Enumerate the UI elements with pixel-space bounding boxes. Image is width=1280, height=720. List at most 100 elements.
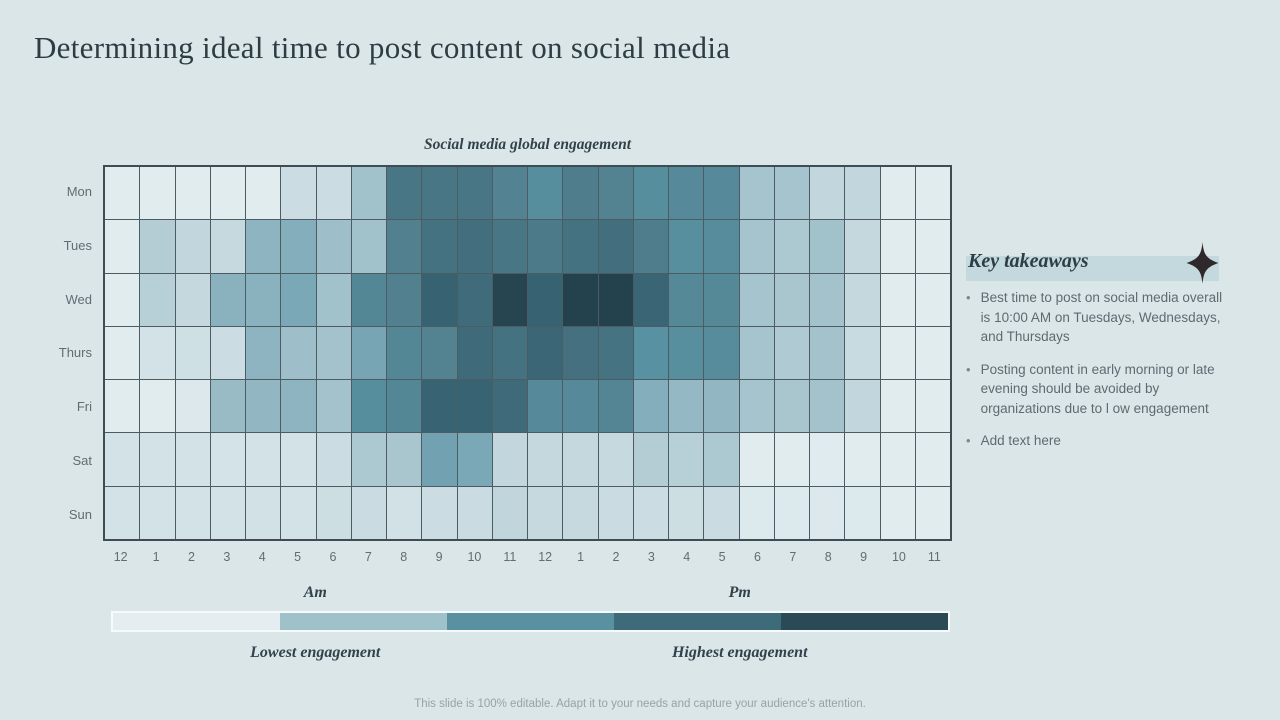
heatmap-cell: [528, 433, 563, 486]
hour-label: 6: [753, 550, 761, 564]
hour-label: 8: [400, 550, 408, 564]
heatmap-cell: [175, 326, 210, 380]
heatmap-cell: [845, 486, 880, 539]
bullet-text: Best time to post on social media overal…: [980, 290, 1223, 344]
heatmap-cell: [880, 326, 915, 380]
heatmap-cell: [140, 167, 175, 220]
heatmap-cell: [210, 486, 245, 539]
legend-segment: [781, 613, 948, 630]
heatmap-cell: [422, 220, 457, 273]
heatmap-cell: [281, 167, 316, 220]
pm-label: Pm: [728, 584, 751, 601]
heatmap-cell: [669, 273, 704, 326]
heatmap-cell: [810, 167, 845, 220]
heatmap-cell: [387, 433, 422, 486]
heatmap-cell: [598, 220, 633, 273]
day-label: Thurs: [58, 345, 92, 361]
heatmap-cell: [633, 433, 668, 486]
heatmap-cell: [633, 167, 668, 220]
hour-label: 9: [435, 550, 443, 564]
heatmap-cell: [105, 380, 140, 433]
hour-label: 10: [467, 550, 482, 564]
ampm-axis: Am Pm: [103, 584, 952, 602]
hour-label: 5: [294, 550, 302, 564]
heatmap-cell: [281, 486, 316, 539]
heatmap-cell: [845, 380, 880, 433]
heatmap-cell: [845, 326, 880, 380]
heatmap-cell: [880, 220, 915, 273]
heatmap-cell: [845, 433, 880, 486]
legend-segment: [113, 613, 280, 630]
heatmap-cell: [351, 486, 386, 539]
heatmap-cell: [704, 167, 739, 220]
hour-label: 1: [152, 550, 160, 564]
heatmap-cell: [140, 433, 175, 486]
heatmap-cell: [563, 167, 598, 220]
heatmap-cell: [422, 273, 457, 326]
heatmap-cell: [739, 167, 774, 220]
takeaways-list: • Best time to post on social media overa…: [966, 288, 1226, 464]
heatmap-cell: [457, 273, 492, 326]
heatmap-cell: [810, 486, 845, 539]
heatmap-cell: [140, 486, 175, 539]
takeaway-bullet-item: • Posting content in early morning or lat…: [966, 360, 1226, 419]
heatmap-cell: [316, 167, 351, 220]
heatmap-cell: [387, 486, 422, 539]
bullet-text: Posting content in early morning or late…: [980, 361, 1215, 416]
day-label: Mon: [66, 184, 92, 200]
am-label: Am: [303, 584, 327, 601]
heatmap-cell: [246, 433, 281, 486]
heatmap-cell: [457, 433, 492, 486]
heatmap-cell: [316, 433, 351, 486]
heatmap-cell: [175, 220, 210, 273]
heatmap-cell: [422, 167, 457, 220]
heatmap-cell: [492, 220, 527, 273]
heatmap-grid: [103, 165, 952, 541]
heatmap-cell: [246, 273, 281, 326]
heatmap-cell: [598, 167, 633, 220]
hour-label: 1: [577, 550, 585, 564]
heatmap-cell: [281, 326, 316, 380]
heatmap-cell: [669, 433, 704, 486]
hour-label: 3: [647, 550, 655, 564]
heatmap-cell: [915, 220, 950, 273]
heatmap-cell: [810, 273, 845, 326]
day-label: Sun: [68, 506, 92, 522]
heatmap-cell: [140, 273, 175, 326]
heatmap-cell: [492, 273, 527, 326]
legend-segment: [447, 613, 614, 630]
heatmap-cell: [880, 486, 915, 539]
heatmap-cell: [774, 433, 809, 486]
heatmap-cell: [175, 273, 210, 326]
hour-label: 3: [223, 550, 231, 564]
heatmap-cell: [774, 486, 809, 539]
heatmap-cell: [351, 273, 386, 326]
heatmap-cell: [739, 380, 774, 433]
heatmap-cell: [739, 326, 774, 380]
page-title: Determining ideal time to post content o…: [34, 30, 731, 65]
heatmap-cell: [492, 167, 527, 220]
heatmap-cell: [457, 380, 492, 433]
heatmap-cell: [140, 380, 175, 433]
heatmap-cell: [739, 273, 774, 326]
heatmap-cell: [598, 380, 633, 433]
heatmap-cell: [633, 380, 668, 433]
legend-segment: [614, 613, 781, 630]
heatmap-cell: [880, 433, 915, 486]
heatmap-cell: [669, 220, 704, 273]
hour-label: 2: [187, 550, 195, 564]
heatmap-cell: [845, 273, 880, 326]
heatmap-cell: [281, 273, 316, 326]
takeaway-bullet-item: • Best time to post on social media overa…: [966, 288, 1226, 347]
heatmap-cell: [810, 433, 845, 486]
heatmap-cell: [528, 326, 563, 380]
heatmap-cell: [598, 486, 633, 539]
heatmap-cell: [774, 167, 809, 220]
heatmap-cell: [457, 220, 492, 273]
heatmap-cell: [563, 273, 598, 326]
heatmap-cell: [422, 486, 457, 539]
hour-label: 7: [789, 550, 797, 564]
heatmap-cell: [563, 486, 598, 539]
heatmap-cell: [810, 380, 845, 433]
heatmap-cell: [316, 486, 351, 539]
